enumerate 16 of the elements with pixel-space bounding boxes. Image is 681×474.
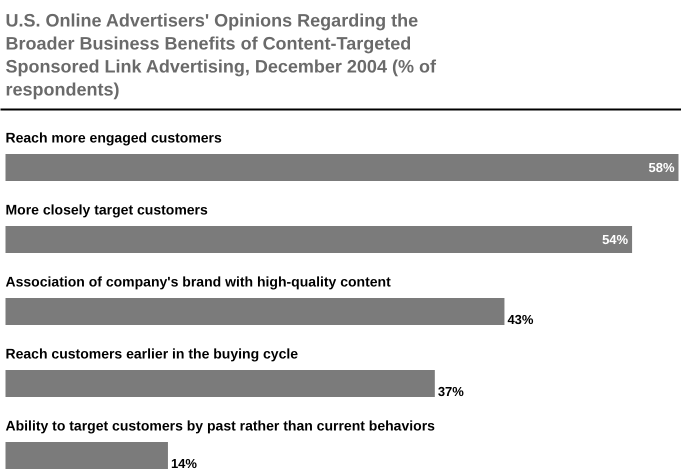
data-label: 37% <box>438 384 464 399</box>
bar <box>6 370 435 397</box>
y-tick-label: More closely target customers <box>6 202 208 218</box>
data-label: 14% <box>170 456 198 471</box>
y-tick-label: Association of company's brand with high-quality content <box>6 274 392 290</box>
data-label: 43% <box>507 312 534 327</box>
data-label: 54% <box>602 232 629 247</box>
chart-title: U.S. Online Advertisers' Opinions Regarding the Broader Business Benefits of Content-Targeted Sponsored Link Advertising, December 2004 (% of respondents) <box>6 10 437 100</box>
bar <box>6 226 632 253</box>
data-label: 58% <box>648 160 675 175</box>
bar <box>6 298 504 325</box>
bar <box>6 154 678 181</box>
y-tick-label: Reach more engaged customers <box>6 130 222 146</box>
y-tick-label: Ability to target customers by past rather than current behaviors <box>6 418 436 434</box>
bar <box>6 442 168 469</box>
y-tick-label: Reach customers earlier in the buying cycle <box>6 346 298 362</box>
